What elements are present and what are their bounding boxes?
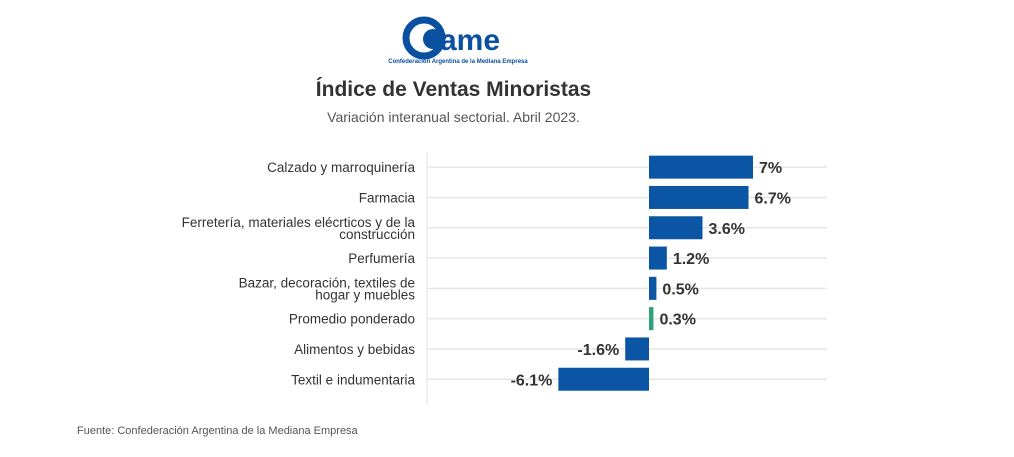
bar xyxy=(649,246,667,270)
bar xyxy=(649,307,654,331)
data-label: 0.5% xyxy=(662,281,698,298)
data-label: -6.1% xyxy=(511,372,553,389)
category-label: Textil e indumentaria xyxy=(291,372,415,387)
data-label: 3.6% xyxy=(708,221,744,238)
category-label: Farmacia xyxy=(359,190,416,205)
category-label: Bazar, decoración, textiles de hogar y mu… xyxy=(239,275,416,302)
logo-tagline: Confederación Argentina de la Mediana Em… xyxy=(388,59,528,65)
bar xyxy=(558,367,649,391)
chart-title: Índice de Ventas Minoristas xyxy=(315,78,592,101)
bar xyxy=(649,276,657,300)
source-note: Fuente: Confederación Argentina de la Me… xyxy=(77,425,358,437)
logo-wordmark: ame xyxy=(440,24,500,57)
category-label: Calzado y marroquinería xyxy=(267,160,415,175)
bar xyxy=(649,185,749,209)
bar xyxy=(649,216,703,240)
came-logo: ame xyxy=(402,16,500,60)
chart-subtitle: Variación interanual sectorial. Abril 20… xyxy=(327,109,580,125)
data-label: 7% xyxy=(759,160,782,177)
data-label: 6.7% xyxy=(755,190,791,207)
category-label: Perfumería xyxy=(348,251,415,266)
category-label: Alimentos y bebidas xyxy=(294,342,415,357)
data-label: -1.6% xyxy=(577,342,619,359)
category-label: Ferretería, materiales elécrticos y de l… xyxy=(182,215,416,242)
data-label: 1.2% xyxy=(673,251,709,268)
data-label: 0.3% xyxy=(659,312,695,329)
category-label: Promedio ponderado xyxy=(289,312,415,327)
bar xyxy=(625,337,649,361)
bar xyxy=(649,155,753,179)
